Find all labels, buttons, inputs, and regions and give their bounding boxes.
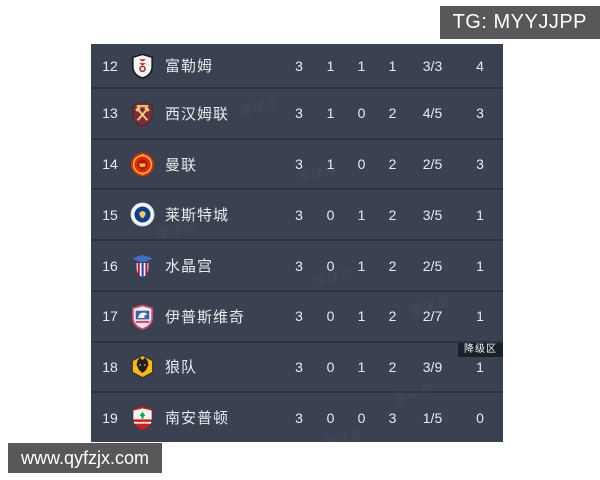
stat-goals: 4/5 [422, 105, 443, 122]
team-name: 富勒姆 [165, 58, 214, 75]
stat-drawn: 0 [357, 156, 366, 173]
table-row[interactable]: 18 狼队 3 0 1 2 3/9 1 降级区 [91, 340, 503, 392]
stat-lost: 2 [388, 105, 397, 122]
team-stats: 3 0 1 2 2/7 1 [283, 308, 503, 324]
rank-number: 18 [102, 358, 118, 375]
team-stats: 3 0 0 3 1/5 0 [283, 410, 503, 426]
rank-number: 19 [102, 409, 118, 426]
stat-lost: 2 [388, 358, 397, 375]
stat-drawn: 1 [357, 257, 366, 274]
relegation-zone-badge: 降级区 [458, 342, 503, 357]
stat-goals: 1/5 [422, 409, 443, 426]
stat-lost: 2 [388, 257, 397, 274]
stat-played: 3 [295, 156, 303, 173]
table-row[interactable]: 16 水晶宫 3 0 1 2 2/5 1 [91, 239, 503, 290]
stat-played: 3 [295, 358, 303, 375]
team-stats: 3 0 1 2 2/5 1 [283, 258, 503, 274]
stat-won: 0 [326, 257, 335, 274]
stat-played: 3 [295, 206, 303, 223]
crystal-palace-crest-icon [129, 252, 156, 279]
stat-goals: 3/5 [422, 206, 443, 223]
ipswich-crest-icon [129, 303, 156, 330]
stat-drawn: 1 [357, 57, 366, 74]
stat-won: 0 [326, 206, 335, 223]
fulham-crest-icon [129, 52, 156, 79]
team-stats: 3 1 0 2 2/5 3 [283, 156, 503, 172]
west-ham-crest-icon [129, 100, 156, 127]
team-name: 莱斯特城 [165, 207, 230, 225]
rank-number: 13 [102, 105, 118, 122]
stat-points: 1 [476, 257, 484, 274]
stat-drawn: 0 [357, 409, 366, 426]
stat-drawn: 0 [357, 105, 366, 122]
team-name: 西汉姆联 [165, 105, 230, 123]
stat-lost: 2 [388, 308, 397, 325]
team-name: 水晶宫 [165, 258, 214, 276]
rank-number: 16 [102, 257, 118, 274]
stat-played: 3 [295, 257, 303, 274]
southampton-crest-icon [129, 404, 156, 431]
stat-points: 4 [476, 57, 484, 74]
stat-points: 3 [476, 156, 484, 173]
team-stats: 3 0 1 2 3/5 1 [283, 207, 503, 223]
stat-points: 1 [476, 308, 484, 325]
team-name: 伊普斯维奇 [165, 308, 246, 326]
stat-drawn: 1 [357, 206, 366, 223]
team-stats: 3 1 0 2 4/5 3 [283, 105, 503, 121]
stat-goals: 2/5 [422, 257, 443, 274]
stat-won: 0 [326, 358, 335, 375]
stat-lost: 2 [388, 206, 397, 223]
table-row[interactable]: 12 富勒姆 3 1 1 1 3/3 4 [91, 44, 503, 87]
table-row[interactable]: 19 南安普顿 3 0 0 3 1/5 0 [91, 391, 503, 442]
stat-lost: 1 [388, 57, 397, 74]
stat-goals: 3/9 [422, 358, 443, 375]
stat-won: 1 [326, 57, 335, 74]
stat-won: 1 [326, 156, 335, 173]
stat-played: 3 [295, 105, 303, 122]
stat-points: 0 [476, 409, 484, 426]
man-united-crest-icon [129, 151, 156, 178]
team-stats: 3 1 1 1 3/3 4 [283, 58, 503, 74]
table-row[interactable]: 17 伊普斯维奇 3 0 1 2 2/7 1 [91, 289, 503, 341]
team-name: 狼队 [165, 359, 198, 377]
stat-drawn: 1 [357, 358, 366, 375]
leicester-crest-icon [129, 201, 156, 228]
rank-number: 14 [102, 156, 118, 173]
stat-played: 3 [295, 57, 303, 74]
wolves-crest-icon [129, 353, 156, 380]
rank-number: 17 [102, 308, 118, 325]
table-row[interactable]: 15 莱斯特城 3 0 1 2 3/5 1 [91, 188, 503, 239]
stat-won: 0 [326, 409, 335, 426]
stat-won: 0 [326, 308, 335, 325]
stat-lost: 2 [388, 156, 397, 173]
stat-drawn: 1 [357, 308, 366, 325]
stat-goals: 3/3 [422, 57, 443, 74]
stat-played: 3 [295, 409, 303, 426]
stat-goals: 2/5 [422, 156, 443, 173]
stat-points: 1 [476, 206, 484, 223]
team-name: 南安普顿 [165, 410, 230, 428]
stat-points: 3 [476, 105, 484, 122]
team-stats: 3 0 1 2 3/9 1 [283, 359, 503, 375]
stat-played: 3 [295, 308, 303, 325]
stat-lost: 3 [388, 409, 397, 426]
rank-number: 12 [102, 57, 118, 74]
website-watermark-label: www.qyfzjx.com [8, 443, 163, 473]
table-row[interactable]: 14 曼联 3 1 0 2 2/5 3 [91, 137, 503, 189]
table-row[interactable]: 13 西汉姆联 3 1 0 2 4/5 3 [91, 87, 503, 138]
stat-won: 1 [326, 105, 335, 122]
stat-goals: 2/7 [422, 308, 443, 325]
tg-contact-label: TG: MYYJJPP [439, 6, 600, 39]
league-table: 12 富勒姆 3 1 1 1 3/3 4 13 西汉姆联 3 1 0 2 4/5… [91, 44, 503, 442]
team-name: 曼联 [165, 156, 198, 174]
stat-points: 1 [476, 358, 484, 375]
rank-number: 15 [102, 206, 118, 223]
